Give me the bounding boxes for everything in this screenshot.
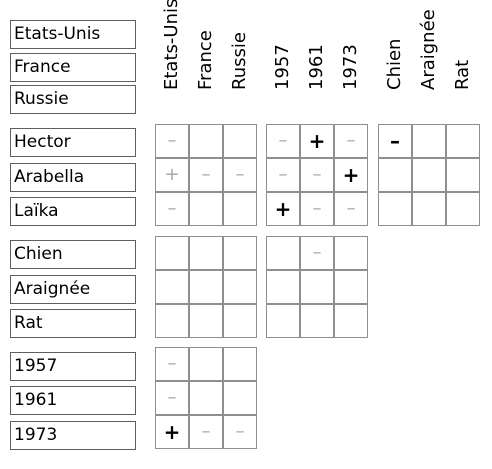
cell-arabella-russie[interactable]: – (223, 158, 257, 192)
minus-mark: – (278, 164, 288, 185)
cell-1957-russie[interactable] (223, 347, 257, 381)
cell-laika-russie[interactable] (223, 192, 257, 226)
cell-chien-france[interactable] (189, 236, 223, 270)
cell-chien-1973[interactable] (334, 236, 368, 270)
minus-mark: – (312, 198, 322, 219)
cell-laika-rat[interactable] (446, 192, 480, 226)
plus-mark: + (274, 197, 292, 221)
cell-rat-1957[interactable] (266, 304, 300, 338)
col-header-rat: Rat (452, 59, 473, 90)
top-label-etats-unis: Etats-Unis (10, 20, 136, 49)
col-header-araignee: Araignée (418, 9, 439, 90)
cell-arabella-chien[interactable] (378, 158, 412, 192)
cell-laika-etats-unis[interactable]: – (155, 192, 189, 226)
cell-hector-1961[interactable]: + (300, 124, 334, 158)
minus-mark: – (235, 164, 245, 185)
row-label-chien: Chien (10, 240, 136, 269)
cell-laika-chien[interactable] (378, 192, 412, 226)
cell-laika-araignee[interactable] (412, 192, 446, 226)
cell-hector-araignee[interactable] (412, 124, 446, 158)
cell-araignee-russie[interactable] (223, 270, 257, 304)
row-label-1957: 1957 (10, 352, 136, 381)
cell-arabella-1957[interactable]: – (266, 158, 300, 192)
row-label-1973: 1973 (10, 421, 136, 450)
cell-1957-france[interactable] (189, 347, 223, 381)
cell-araignee-etats-unis[interactable] (155, 270, 189, 304)
cell-1973-france[interactable]: – (189, 415, 223, 449)
cell-laika-1957[interactable]: + (266, 192, 300, 226)
minus-mark: – (235, 421, 245, 442)
row-label-rat: Rat (10, 309, 136, 338)
row-label-arabella: Arabella (10, 163, 136, 192)
minus-mark: – (167, 353, 177, 374)
cell-chien-1961[interactable]: – (300, 236, 334, 270)
cell-hector-russie[interactable] (223, 124, 257, 158)
minus-mark: – (346, 130, 356, 151)
row-label-hector: Hector (10, 128, 136, 157)
cell-hector-etats-unis[interactable]: – (155, 124, 189, 158)
cell-arabella-araignee[interactable] (412, 158, 446, 192)
cell-laika-1961[interactable]: – (300, 192, 334, 226)
cell-hector-1973[interactable]: – (334, 124, 368, 158)
plus-mark: + (308, 129, 326, 153)
cell-chien-russie[interactable] (223, 236, 257, 270)
cell-laika-1973[interactable]: – (334, 192, 368, 226)
minus-mark: – (312, 242, 322, 263)
cell-hector-chien[interactable]: – (378, 124, 412, 158)
col-header-1973: 1973 (340, 44, 361, 90)
cell-chien-1957[interactable] (266, 236, 300, 270)
col-header-france: France (195, 30, 216, 90)
minus-mark: – (167, 387, 177, 408)
col-header-1957: 1957 (272, 44, 293, 90)
cell-rat-1973[interactable] (334, 304, 368, 338)
top-label-france: France (10, 53, 136, 82)
minus-mark: – (346, 198, 356, 219)
row-label-1961: 1961 (10, 386, 136, 415)
cell-hector-1957[interactable]: – (266, 124, 300, 158)
cell-rat-france[interactable] (189, 304, 223, 338)
cell-rat-russie[interactable] (223, 304, 257, 338)
cell-rat-1961[interactable] (300, 304, 334, 338)
col-header-chien: Chien (384, 38, 405, 90)
cell-araignee-1973[interactable] (334, 270, 368, 304)
minus-mark: – (167, 198, 177, 219)
cell-arabella-1973[interactable]: + (334, 158, 368, 192)
cell-arabella-rat[interactable] (446, 158, 480, 192)
col-header-1961: 1961 (306, 44, 327, 90)
row-label-araignee: Araignée (10, 275, 136, 304)
cell-arabella-etats-unis[interactable]: + (155, 158, 189, 192)
minus-mark: – (201, 164, 211, 185)
cell-arabella-france[interactable]: – (189, 158, 223, 192)
cell-1961-france[interactable] (189, 381, 223, 415)
col-header-etats-unis: Etats-Unis (161, 0, 182, 90)
top-label-russie: Russie (10, 85, 136, 114)
plus-mark: + (164, 164, 180, 185)
minus-mark: – (167, 130, 177, 151)
row-label-laika: Laïka (10, 197, 136, 226)
cell-araignee-1957[interactable] (266, 270, 300, 304)
cell-arabella-1961[interactable]: – (300, 158, 334, 192)
minus-mark: – (201, 421, 211, 442)
plus-mark: + (342, 163, 360, 187)
cell-1957-etats-unis[interactable]: – (155, 347, 189, 381)
cell-rat-etats-unis[interactable] (155, 304, 189, 338)
minus-mark: – (390, 129, 400, 153)
cell-1973-etats-unis[interactable]: + (155, 415, 189, 449)
plus-mark: + (163, 420, 181, 444)
cell-hector-rat[interactable] (446, 124, 480, 158)
cell-1973-russie[interactable]: – (223, 415, 257, 449)
cell-araignee-france[interactable] (189, 270, 223, 304)
cell-laika-france[interactable] (189, 192, 223, 226)
minus-mark: – (278, 130, 288, 151)
cell-1961-russie[interactable] (223, 381, 257, 415)
col-header-russie: Russie (229, 32, 250, 90)
minus-mark: – (312, 164, 322, 185)
cell-chien-etats-unis[interactable] (155, 236, 189, 270)
cell-araignee-1961[interactable] (300, 270, 334, 304)
cell-1961-etats-unis[interactable]: – (155, 381, 189, 415)
cell-hector-france[interactable] (189, 124, 223, 158)
